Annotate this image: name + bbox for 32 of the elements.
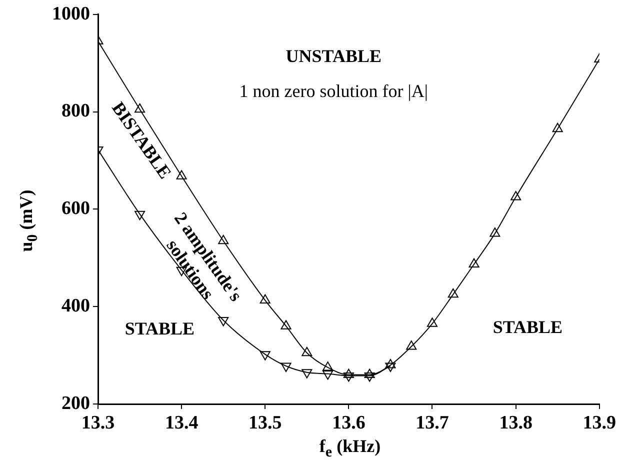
x-tick-label: 13.4 xyxy=(164,412,199,434)
annotation: STABLE xyxy=(124,318,195,339)
x-tick-label: 13.3 xyxy=(81,412,115,434)
annotation: UNSTABLE xyxy=(286,46,382,66)
point xyxy=(302,346,312,356)
annotation: 1 non zero solution for |A| xyxy=(239,81,428,102)
x-axis-title: f$_{e}$ (kHz) xyxy=(318,436,382,462)
point xyxy=(426,318,438,327)
point xyxy=(364,368,375,378)
point xyxy=(406,340,417,350)
point xyxy=(490,228,500,237)
y-tick-label: 1000 xyxy=(52,3,90,24)
x-tick-label: 13.8 xyxy=(499,412,532,434)
y-tick-label: 800 xyxy=(62,100,90,122)
point xyxy=(552,122,563,132)
y-tick-label: 600 xyxy=(62,198,90,220)
point xyxy=(260,294,270,304)
annotation: STABLE xyxy=(492,317,563,338)
point xyxy=(510,191,522,200)
x-tick-label: 13.5 xyxy=(248,412,282,434)
point xyxy=(322,361,334,371)
point xyxy=(385,359,396,368)
point xyxy=(343,368,354,378)
point xyxy=(468,258,480,268)
x-tick-label: 13.6 xyxy=(332,412,366,434)
point xyxy=(176,170,187,180)
point xyxy=(448,288,458,298)
x-tick-label: 13.9 xyxy=(582,412,616,434)
point xyxy=(280,320,292,330)
y-tick-label: 200 xyxy=(62,392,90,414)
x-tick-label: 13.7 xyxy=(416,412,450,434)
y-tick-label: 400 xyxy=(62,296,90,317)
